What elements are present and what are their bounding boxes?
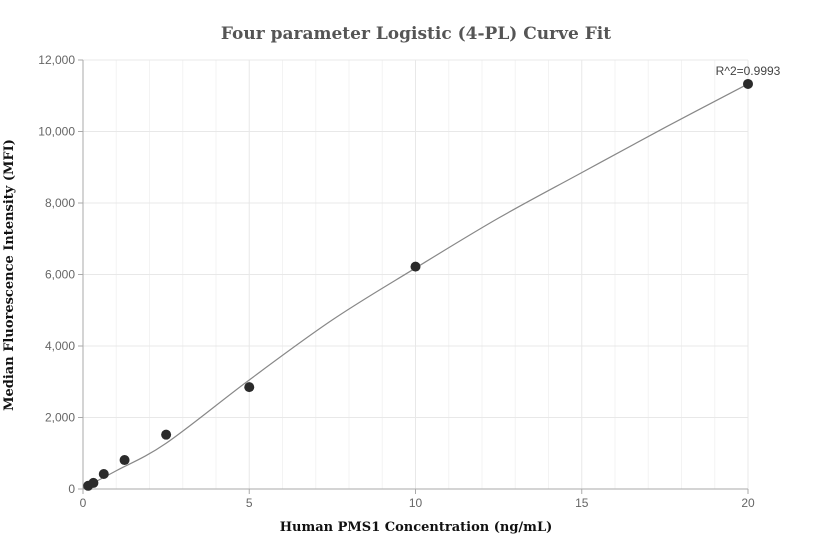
- data-point: [98, 468, 109, 479]
- x-tick-label: 5: [246, 496, 253, 510]
- y-tick-label: 8,000: [45, 196, 75, 210]
- data-point: [88, 477, 99, 488]
- r-squared-annotation: R^2=0.9993: [716, 64, 781, 78]
- x-axis-label: Human PMS1 Concentration (ng/mL): [280, 520, 552, 535]
- x-tick-label: 10: [409, 496, 423, 510]
- y-tick-label: 6,000: [45, 268, 75, 282]
- fit-curve: [82, 83, 749, 489]
- y-tick-label: 4,000: [45, 339, 75, 353]
- y-axis-label: Median Fluorescence Intensity (MFI): [2, 139, 17, 411]
- data-points: [83, 78, 753, 491]
- x-tick-label: 15: [575, 496, 589, 510]
- data-point: [244, 382, 255, 393]
- y-tick-label: 2,000: [45, 411, 75, 425]
- fit-curve-layer: [82, 83, 749, 489]
- grid: [83, 59, 749, 489]
- data-point: [119, 455, 130, 466]
- data-point: [161, 429, 172, 440]
- data-point: [410, 261, 421, 272]
- data-point: [743, 78, 753, 89]
- y-tick-label: 0: [68, 482, 75, 496]
- y-tick-label: 12,000: [38, 53, 75, 67]
- axes: [78, 59, 749, 494]
- x-tick-label: 20: [741, 496, 755, 510]
- chart-title: Four parameter Logistic (4-PL) Curve Fit: [221, 24, 611, 44]
- x-tick-label: 0: [80, 496, 87, 510]
- y-tick-label: 10,000: [38, 125, 75, 139]
- tick-labels: 0 5 10 15 20 0 2,000 4,000 6,000 8,000 10,000 12,00…: [38, 53, 755, 510]
